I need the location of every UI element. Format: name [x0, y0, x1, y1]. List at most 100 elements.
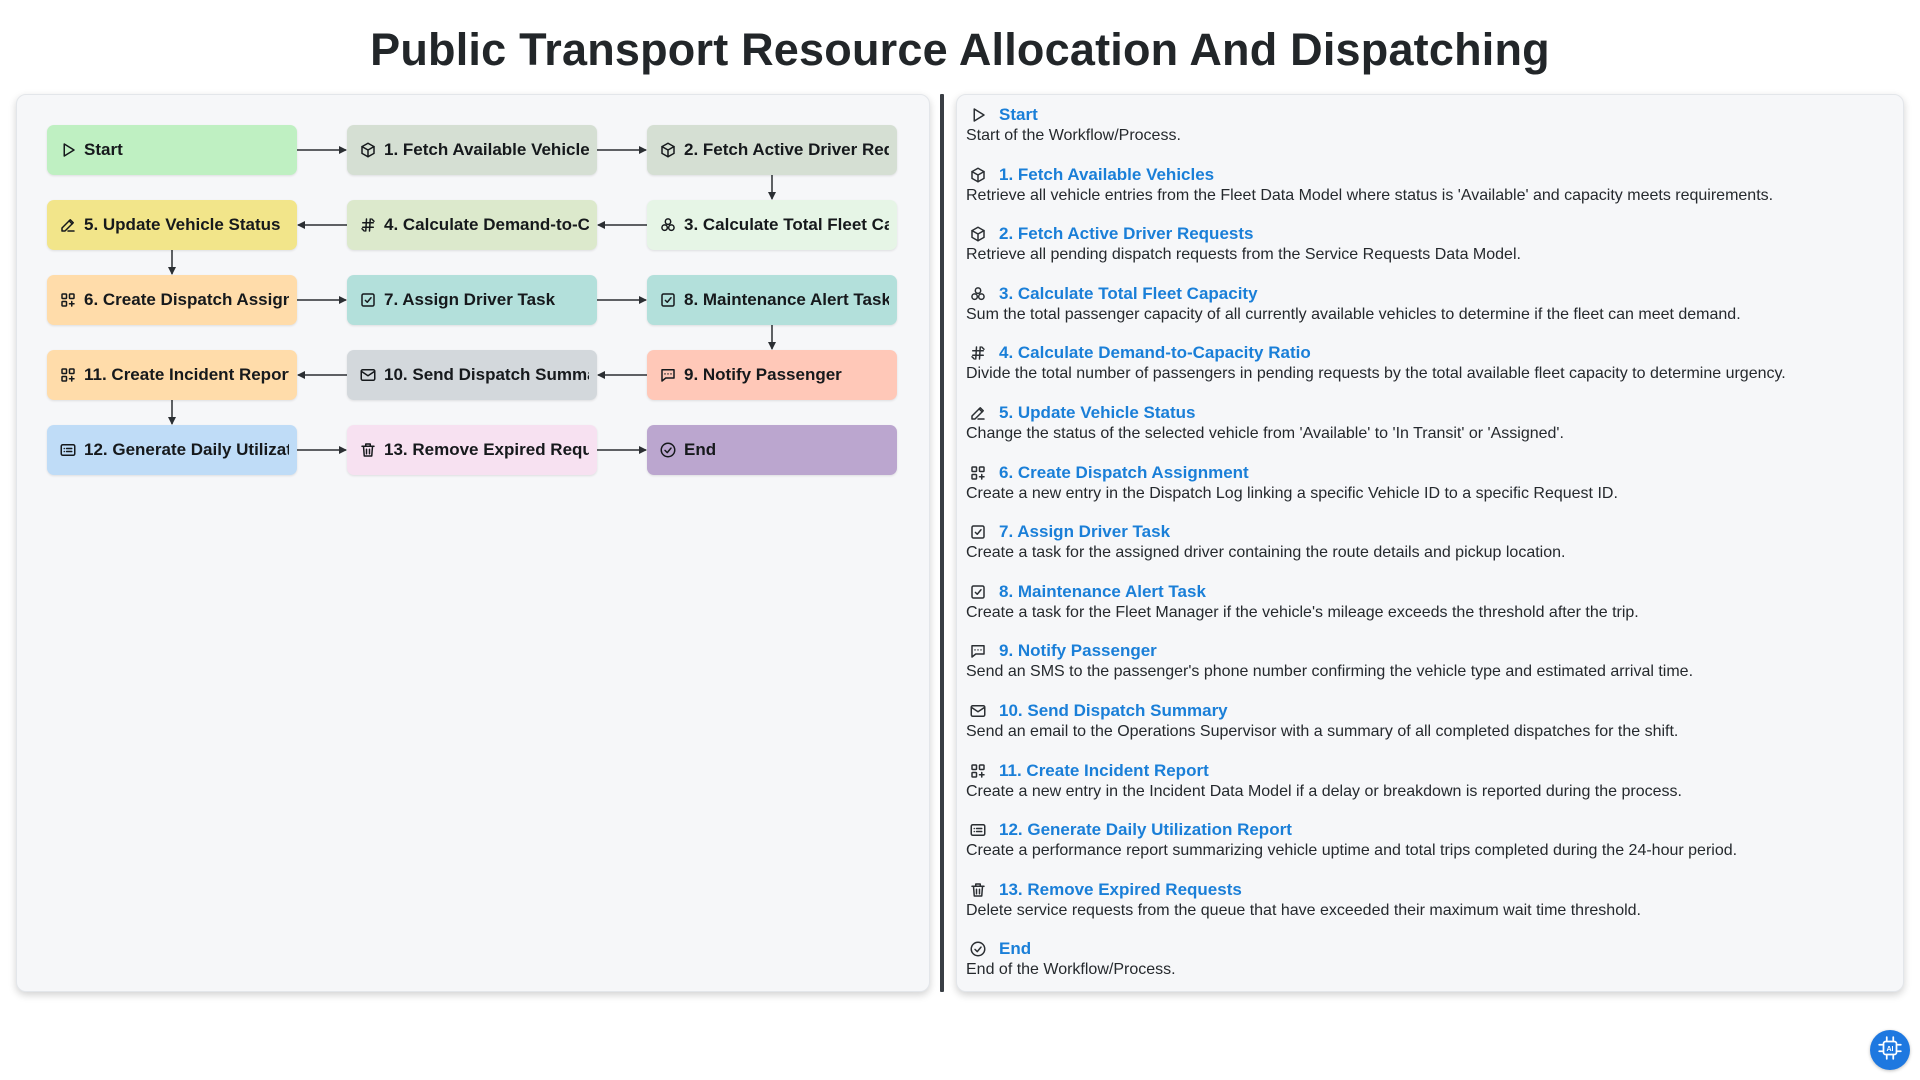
legend-item-header: 7. Assign Driver Task	[966, 521, 1896, 543]
legend-item-description: Delete service requests from the queue t…	[966, 901, 1641, 919]
legend-item-header: 8. Maintenance Alert Task	[966, 581, 1896, 603]
hash-icon	[969, 344, 987, 362]
play-icon	[969, 106, 987, 124]
legend-item-title[interactable]: 2. Fetch Active Driver Requests	[999, 224, 1254, 244]
node-label: 8. Maintenance Alert Task	[684, 290, 889, 309]
edit-icon	[59, 216, 77, 234]
legend-item: 3. Calculate Total Fleet Capacity Sum the…	[966, 283, 1896, 343]
node-label: 7. Assign Driver Task	[384, 290, 556, 309]
legend-item-title[interactable]: 10. Send Dispatch Summary	[999, 700, 1228, 720]
legend-item-title[interactable]: 3. Calculate Total Fleet Capacity	[999, 283, 1258, 303]
legend-item-description: Sum the total passenger capacity of all …	[966, 305, 1741, 323]
checkbox-icon	[659, 291, 677, 309]
legend-item-description: Retrieve all vehicle entries from the Fl…	[966, 186, 1774, 204]
legend-item-description: Send an email to the Operations Supervis…	[966, 722, 1679, 740]
check-circle-icon	[659, 441, 677, 459]
legend-item-title[interactable]: 5. Update Vehicle Status	[999, 402, 1196, 422]
node-label: 3. Calculate Total Fleet Capacity	[684, 215, 889, 234]
legend-item-description: End of the Workflow/Process.	[966, 961, 1176, 979]
legend-item-header: 10. Send Dispatch Summary	[966, 700, 1896, 722]
legend-item-header: 1. Fetch Available Vehicles	[966, 164, 1896, 186]
node-notify-passenger[interactable]: 9. Notify Passenger	[647, 350, 897, 400]
ai-assistant-button[interactable]: AI	[1870, 1030, 1910, 1070]
legend-item-header: Start	[966, 104, 1896, 126]
legend-item-header: 4. Calculate Demand-to-Capacity Ratio	[966, 342, 1896, 364]
node-generate-utilization-report[interactable]: 12. Generate Daily Utilization Report	[47, 425, 297, 475]
trash-icon	[359, 441, 377, 459]
node-fetch-active-driver-requests[interactable]: 2. Fetch Active Driver Requests	[647, 125, 897, 175]
checkbox-icon	[969, 583, 987, 601]
ai-chip-icon: AI	[1877, 1035, 1903, 1066]
node-label: 12. Generate Daily Utilization Report	[84, 440, 289, 459]
node-assign-driver-task[interactable]: 7. Assign Driver Task	[347, 275, 597, 325]
cube-icon	[359, 141, 377, 159]
legend-item-description: Send an SMS to the passenger's phone num…	[966, 663, 1694, 681]
node-label: 6. Create Dispatch Assignment	[84, 290, 289, 309]
legend-item-title[interactable]: 1. Fetch Available Vehicles	[999, 164, 1215, 184]
legend-item-header: 3. Calculate Total Fleet Capacity	[966, 283, 1896, 305]
legend-item-title[interactable]: 12. Generate Daily Utilization Report	[999, 820, 1292, 840]
checkbox-icon	[969, 523, 987, 541]
legend-item: 12. Generate Daily Utilization Report Cre…	[966, 819, 1896, 879]
cube-icon	[969, 225, 987, 243]
legend-item-header: End	[966, 938, 1896, 960]
node-label: 13. Remove Expired Requests	[384, 440, 589, 459]
hash-icon	[359, 216, 377, 234]
legend-item-title[interactable]: 7. Assign Driver Task	[999, 522, 1171, 542]
legend-item-title[interactable]: 6. Create Dispatch Assignment	[999, 462, 1249, 482]
legend-item-title[interactable]: 13. Remove Expired Requests	[999, 879, 1242, 899]
trash-icon	[969, 881, 987, 899]
legend-item: 9. Notify Passenger Send an SMS to the pa…	[966, 640, 1896, 700]
node-maintenance-alert-task[interactable]: 8. Maintenance Alert Task	[647, 275, 897, 325]
grid-plus-icon	[969, 762, 987, 780]
legend-item-description: Retrieve all pending dispatch requests f…	[966, 246, 1521, 264]
circles-icon	[659, 216, 677, 234]
node-remove-expired-requests[interactable]: 13. Remove Expired Requests	[347, 425, 597, 475]
node-calculate-fleet-capacity[interactable]: 3. Calculate Total Fleet Capacity	[647, 200, 897, 250]
node-label: 10. Send Dispatch Summary	[384, 365, 589, 384]
node-label: End	[684, 440, 717, 459]
legend-item: 5. Update Vehicle Status Change the statu…	[966, 402, 1896, 462]
legend-panel	[956, 94, 1904, 992]
legend-item-title[interactable]: 4. Calculate Demand-to-Capacity Ratio	[999, 343, 1311, 363]
checkbox-icon	[359, 291, 377, 309]
node-create-incident-report[interactable]: 11. Create Incident Report	[47, 350, 297, 400]
legend-item: 13. Remove Expired Requests Delete servic…	[966, 879, 1896, 939]
legend-item-title[interactable]: Start	[999, 105, 1038, 124]
legend-item: 6. Create Dispatch Assignment Create a ne…	[966, 462, 1896, 522]
list-icon	[969, 821, 987, 839]
legend-item-title[interactable]: 11. Create Incident Report	[999, 760, 1209, 780]
node-send-dispatch-summary[interactable]: 10. Send Dispatch Summary	[347, 350, 597, 400]
node-label: 5. Update Vehicle Status	[84, 215, 281, 234]
check-circle-icon	[969, 940, 987, 958]
legend-item-title[interactable]: 8. Maintenance Alert Task	[999, 581, 1206, 601]
mail-icon	[969, 702, 987, 720]
legend-item-header: 6. Create Dispatch Assignment	[966, 462, 1896, 484]
legend-item-title[interactable]: End	[999, 939, 1032, 959]
node-label: 4. Calculate Demand-to-Capacity Ratio	[384, 215, 589, 234]
legend-item: 11. Create Incident Report Create a new e…	[966, 760, 1896, 820]
node-label: 2. Fetch Active Driver Requests	[684, 140, 889, 159]
legend-item-header: 13. Remove Expired Requests	[966, 879, 1896, 901]
legend-item: 2. Fetch Active Driver Requests Retrieve …	[966, 223, 1896, 283]
legend-item-description: Create a new entry in the Dispatch Log l…	[966, 484, 1618, 502]
cube-icon	[969, 166, 987, 184]
svg-text:AI: AI	[1886, 1045, 1893, 1052]
legend-item: Start Start of the Workflow/Process.	[966, 104, 1896, 164]
legend-item-description: Change the status of the selected vehicl…	[966, 424, 1564, 442]
node-end[interactable]: End	[647, 425, 897, 475]
cube-icon	[659, 141, 677, 159]
node-calculate-demand-ratio[interactable]: 4. Calculate Demand-to-Capacity Ratio	[347, 200, 597, 250]
grid-plus-icon	[59, 366, 77, 384]
node-label: 1. Fetch Available Vehicles	[384, 140, 589, 159]
node-fetch-available-vehicles[interactable]: 1. Fetch Available Vehicles	[347, 125, 597, 175]
legend-item-header: 11. Create Incident Report	[966, 760, 1896, 782]
node-start[interactable]: Start	[47, 125, 297, 175]
message-icon	[969, 642, 987, 660]
legend-item-title[interactable]: 9. Notify Passenger	[999, 641, 1157, 661]
node-update-vehicle-status[interactable]: 5. Update Vehicle Status	[47, 200, 297, 250]
page-title: Public Transport Resource Allocation And…	[370, 24, 1550, 75]
node-create-dispatch-assignment[interactable]: 6. Create Dispatch Assignment	[47, 275, 297, 325]
panel-divider[interactable]	[940, 94, 944, 992]
legend-item: 4. Calculate Demand-to-Capacity Ratio Div…	[966, 342, 1896, 402]
